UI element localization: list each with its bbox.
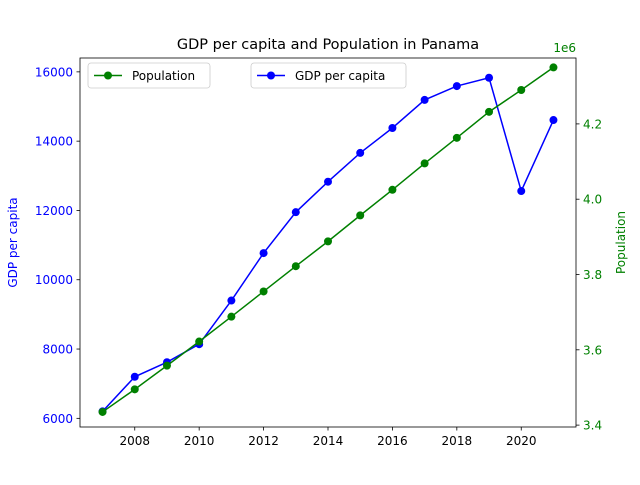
data-point bbox=[227, 296, 236, 305]
data-point bbox=[195, 337, 204, 346]
data-point bbox=[452, 82, 461, 91]
right-tick-label: 3.6 bbox=[583, 343, 602, 357]
plot-area: 2008 2010 2012 2014 2016 2018 2020 6000 8000 1000… bbox=[35, 57, 602, 448]
x-tick-label: 2016 bbox=[377, 434, 408, 448]
data-point bbox=[452, 133, 461, 142]
left-tick-label: 6000 bbox=[42, 412, 73, 426]
x-tick-label: 2018 bbox=[442, 434, 473, 448]
x-tick-label: 2008 bbox=[119, 434, 150, 448]
data-point bbox=[549, 63, 558, 72]
data-point bbox=[517, 187, 526, 196]
legend-marker bbox=[104, 71, 112, 80]
axes-frame bbox=[79, 57, 577, 428]
data-point bbox=[98, 407, 107, 416]
data-point bbox=[485, 73, 494, 82]
right-axis-label: Population bbox=[614, 211, 628, 274]
right-tick-label: 4.2 bbox=[583, 117, 602, 131]
data-point bbox=[291, 262, 300, 271]
data-point bbox=[388, 185, 397, 194]
right-tick-label: 3.8 bbox=[583, 268, 602, 282]
data-point bbox=[162, 361, 171, 370]
data-point bbox=[259, 249, 268, 258]
left-tick-label: 12000 bbox=[35, 204, 73, 218]
data-point bbox=[324, 237, 332, 246]
data-point bbox=[356, 148, 365, 157]
data-point bbox=[485, 107, 494, 116]
right-axis-offset-text: 1e6 bbox=[553, 41, 576, 55]
left-tick-label: 14000 bbox=[35, 135, 73, 149]
left-tick-label: 8000 bbox=[42, 343, 73, 357]
data-point bbox=[517, 86, 526, 95]
left-tick-label: 10000 bbox=[35, 273, 73, 287]
data-point bbox=[130, 385, 139, 394]
legend-label: Population bbox=[132, 69, 195, 83]
data-point bbox=[227, 312, 236, 321]
x-tick-label: 2020 bbox=[506, 434, 537, 448]
x-tick-label: 2010 bbox=[184, 434, 215, 448]
data-point bbox=[259, 287, 268, 296]
legend-marker bbox=[267, 71, 275, 80]
chart-title: GDP per capita and Population in Panama bbox=[177, 37, 479, 53]
data-point bbox=[420, 95, 429, 104]
data-point bbox=[388, 123, 397, 132]
data-point bbox=[130, 372, 139, 381]
left-axis-label: GDP per capita bbox=[6, 197, 20, 287]
x-tick-label: 2014 bbox=[313, 434, 344, 448]
legend-box bbox=[87, 62, 211, 89]
left-tick-label: 16000 bbox=[35, 65, 73, 79]
data-point bbox=[324, 177, 332, 186]
data-point bbox=[291, 208, 300, 217]
right-tick-label: 4.0 bbox=[583, 193, 602, 207]
x-tick-label: 2012 bbox=[248, 434, 279, 448]
data-point bbox=[549, 116, 558, 125]
legend-box bbox=[250, 62, 407, 89]
legend-label: GDP per capita bbox=[295, 69, 385, 83]
right-tick-label: 3.4 bbox=[583, 419, 602, 433]
data-point bbox=[420, 159, 429, 168]
data-point bbox=[356, 211, 365, 220]
